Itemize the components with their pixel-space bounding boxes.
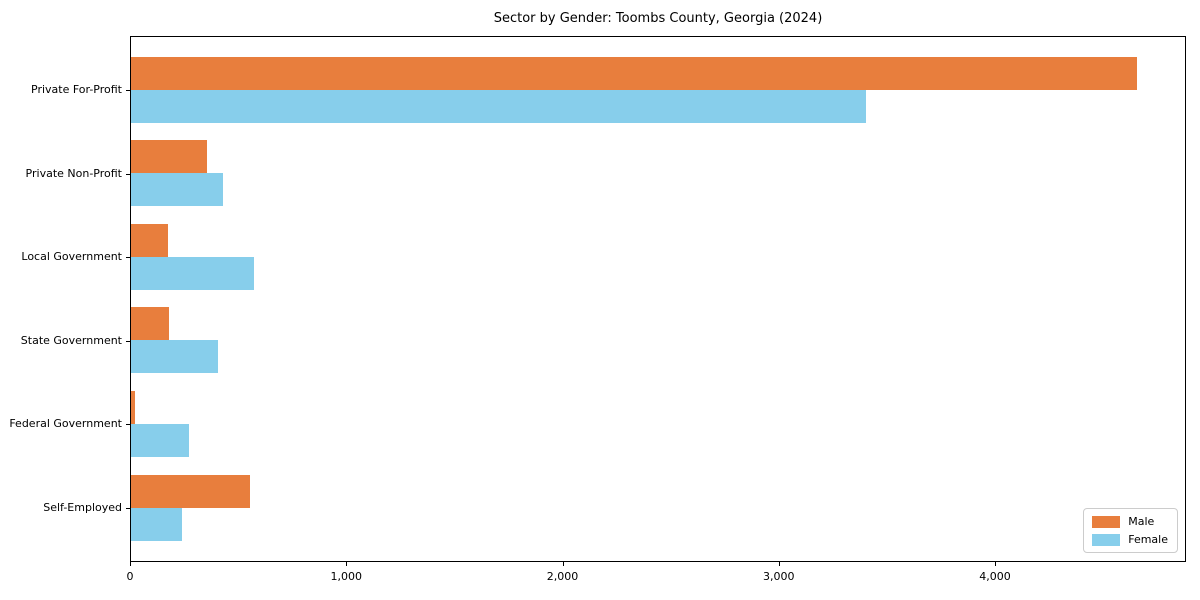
x-tick-label-0: 0 [126, 570, 134, 583]
y-tick-mark [126, 508, 130, 509]
legend-entry-male: Male [1092, 515, 1168, 528]
x-tick-label-2-000: 2,000 [546, 570, 579, 583]
bar-male-self-employed [131, 474, 250, 508]
y-tick-label-federal-government: Federal Government [9, 417, 122, 431]
plot-area: Male Female [130, 36, 1186, 562]
bar-female-federal-government [131, 423, 190, 457]
y-tick-label-private-non-profit: Private Non-Profit [25, 166, 122, 180]
x-tick-mark [778, 562, 780, 566]
y-tick-label-private-for-profit: Private For-Profit [31, 83, 122, 96]
legend: Male Female [1083, 508, 1178, 553]
x-tick-mark [562, 562, 564, 566]
y-tick-mark [126, 173, 130, 175]
legend-entry-female: Female [1092, 533, 1168, 546]
chart-title: Sector by Gender: Toombs County, Georgia… [493, 11, 823, 26]
x-tick-mark [130, 562, 131, 566]
x-tick-label-1-000: 1,000 [330, 570, 363, 583]
legend-label-female: Female [1128, 533, 1168, 546]
female-swatch-icon [1092, 533, 1121, 546]
y-tick-mark [126, 424, 130, 426]
male-swatch-icon [1092, 515, 1121, 528]
bar-female-local-government [131, 256, 255, 290]
y-tick-label-self-employed: Self-Employed [43, 501, 122, 514]
bar-male-private-non-profit [131, 140, 207, 174]
x-tick-mark [346, 562, 348, 566]
y-tick-mark [126, 340, 130, 342]
bar-female-self-employed [131, 507, 182, 541]
x-tick-mark [995, 562, 997, 566]
bar-male-private-for-profit [131, 56, 1137, 90]
y-tick-label-local-government: Local Government [21, 250, 122, 264]
bar-female-state-government [131, 340, 218, 374]
bar-male-federal-government [131, 390, 136, 424]
bar-male-state-government [131, 307, 169, 341]
bar-male-local-government [131, 223, 168, 257]
bar-female-private-for-profit [131, 89, 867, 123]
bar-female-private-non-profit [131, 173, 223, 207]
x-tick-label-3-000: 3,000 [763, 570, 795, 583]
legend-label-male: Male [1128, 515, 1155, 528]
y-tick-mark [126, 90, 130, 91]
y-tick-label-state-government: State Government [20, 333, 122, 347]
x-tick-label-4-000: 4,000 [979, 570, 1011, 583]
y-tick-mark [126, 257, 130, 259]
